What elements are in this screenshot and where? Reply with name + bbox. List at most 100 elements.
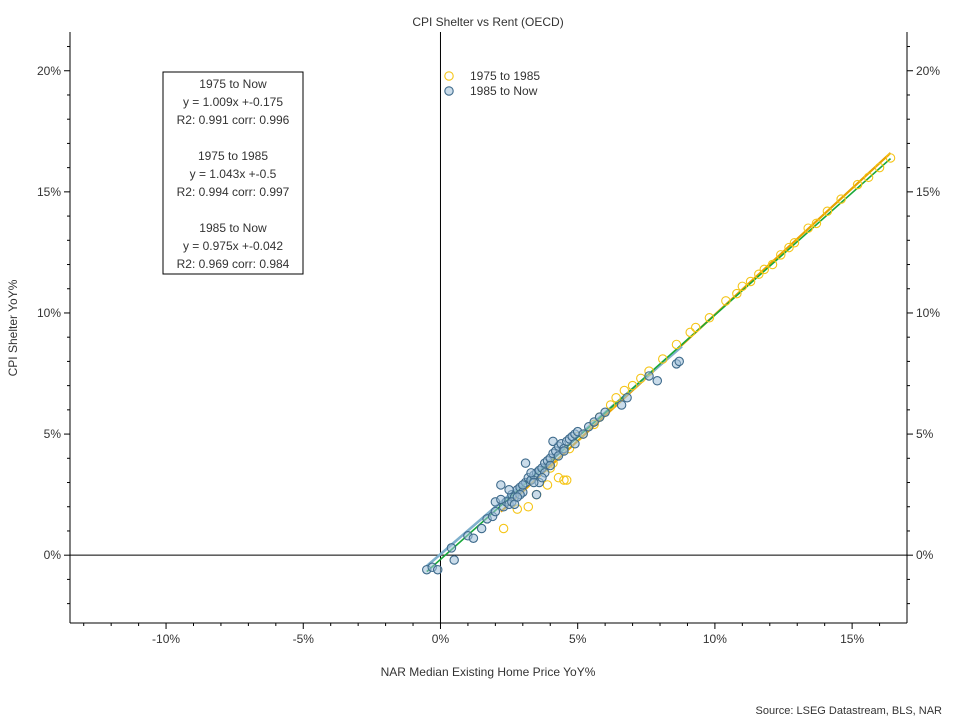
y-tick-label-right: 10% [916,306,940,320]
legend-label-1985-now: 1985 to Now [470,84,538,98]
x-tick-label: 5% [569,632,587,646]
legend-label-1975-1985: 1975 to 1985 [470,69,540,83]
point-1985-now [548,436,558,447]
point-1975-1985 [803,223,813,233]
point-1985-now [504,485,514,495]
point-1975-1985 [523,501,534,512]
legend-marker-1985-now [444,86,454,96]
point-1985-now [512,492,523,502]
point-1985-now [674,356,684,367]
point-1975-1985 [671,339,682,350]
source-note: Source: LSEG Datastream, BLS, NAR [756,705,943,717]
regression-annotation-box: 1975 to Now y = 1.009x +-0.175 R2: 0.991 c… [162,71,304,275]
annotation-line: 1975 to 1985 [198,149,268,163]
point-1975-1985 [789,237,800,248]
point-1975-1985 [561,475,572,485]
point-1985-now [644,371,654,381]
point-1975-1985 [745,276,756,287]
point-1975-1985 [658,354,668,364]
x-tick-label: -10% [152,632,180,646]
y-tick-label-left: 20% [37,64,61,78]
point-1975-1985 [553,472,564,483]
point-1975-1985 [767,259,778,270]
y-axis-ticks: 0% 0% 5% 5% 10% 10% 15% 15% 20% 20% [37,46,940,605]
point-1975-1985 [784,242,794,253]
point-1985-now [432,564,443,575]
point-1985-now [570,439,580,449]
annotation-line: y = 1.009x +-0.175 [183,95,283,109]
point-1975-1985 [863,172,874,183]
point-1975-1985 [885,153,896,163]
point-1985-now [496,480,506,490]
point-1985-now [531,489,542,500]
legend-marker-1975-1985 [444,71,454,81]
y-tick-label-right: 5% [916,427,934,441]
annotation-box-border [162,71,304,275]
scatter-points [422,153,896,575]
y-tick-label-right: 15% [916,185,940,199]
point-1985-now [622,392,632,403]
point-1975-1985 [811,218,822,229]
annotation-line: y = 0.975x +-0.042 [183,239,283,253]
x-axis-ticks: -10% -5% 0% 5% 10% 15% [83,623,881,646]
point-1985-now [537,472,547,483]
point-1975-1985 [836,194,846,204]
y-tick-label-left: 15% [37,185,61,199]
point-1985-now [559,446,569,456]
point-1975-1985 [776,250,786,260]
y-tick-label-left: 5% [44,427,62,441]
point-1985-now [520,458,531,468]
annotation-line: 1975 to Now [199,77,267,91]
point-1975-1985 [542,480,553,490]
annotation-line: R2: 0.969 corr: 0.984 [177,257,290,271]
point-1985-now [468,533,479,543]
x-tick-label: 10% [703,632,727,646]
point-1985-now [476,523,487,534]
annotation-line: R2: 0.991 corr: 0.996 [177,113,290,127]
y-tick-label-left: 10% [37,306,61,320]
y-tick-label-right: 20% [916,64,940,78]
point-1985-now [600,407,610,418]
point-1975-1985 [737,281,748,292]
annotation-line: R2: 0.994 corr: 0.997 [177,185,290,199]
point-1975-1985 [627,380,638,391]
point-1975-1985 [685,327,695,338]
point-1975-1985 [732,288,742,299]
point-1975-1985 [704,313,715,323]
point-1985-now [652,376,663,386]
point-1975-1985 [690,322,701,333]
point-1985-now [578,429,588,439]
point-1975-1985 [559,475,569,485]
point-1985-now [526,468,536,478]
point-1975-1985 [611,392,621,403]
point-1975-1985 [874,162,885,173]
chart-title: CPI Shelter vs Rent (OECD) [412,15,563,29]
point-1985-now [518,480,528,490]
annotation-line: y = 1.043x +-0.5 [190,167,277,181]
point-1975-1985 [822,206,833,216]
point-1985-now [529,477,539,488]
x-tick-label: 0% [432,632,450,646]
y-axis-label: CPI Shelter YoY% [6,279,20,376]
x-tick-label: -5% [293,632,315,646]
point-1985-now [496,494,506,505]
point-1985-now [616,400,627,410]
point-1975-1985 [498,523,509,534]
point-1985-now [545,460,555,471]
point-1975-1985 [759,264,770,275]
point-1985-now [446,543,457,553]
point-1975-1985 [754,269,764,279]
x-tick-label: 15% [840,632,864,646]
point-1985-now [449,555,459,565]
annotation-line: 1985 to Now [199,221,267,235]
plot-frame [69,32,908,624]
x-axis-label: NAR Median Existing Home Price YoY% [381,665,596,679]
point-1975-1985 [605,400,616,410]
point-1975-1985 [852,179,863,190]
y-tick-label-left: 0% [44,548,62,562]
point-1975-1985 [721,296,731,306]
y-tick-label-right: 0% [916,548,934,562]
point-1985-now [490,506,501,517]
